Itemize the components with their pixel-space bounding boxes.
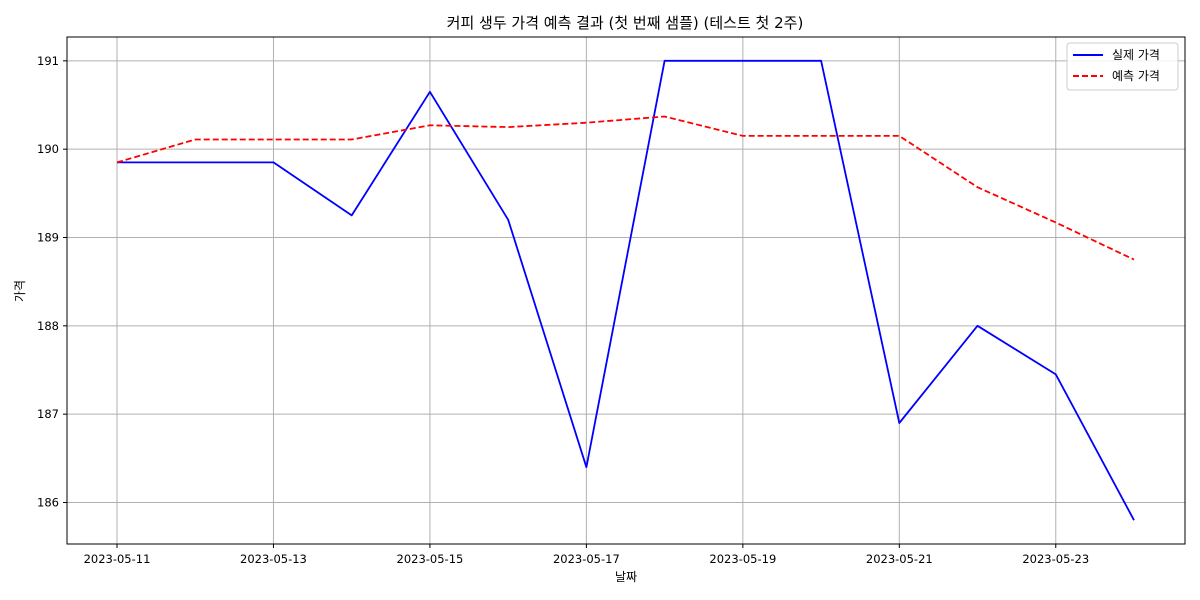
series-line-actual xyxy=(117,59,1135,521)
x-tick-label: 2023-05-23 xyxy=(1022,552,1089,566)
series-lines xyxy=(116,59,1135,521)
x-tick-label: 2023-05-13 xyxy=(240,552,307,566)
y-tick-label: 187 xyxy=(37,407,59,421)
x-tick-label: 2023-05-17 xyxy=(553,552,620,566)
legend-label-predicted: 예측 가격 xyxy=(1112,69,1160,83)
x-tick-label: 2023-05-19 xyxy=(709,552,776,566)
plot-area-frame xyxy=(66,36,1186,545)
series-line-predicted xyxy=(116,115,1135,261)
chart-title: 커피 생두 가격 예측 결과 (첫 번째 샘플) (테스트 첫 2주) xyxy=(447,14,804,32)
y-axis-label: 가격 xyxy=(13,280,27,302)
legend-label-actual: 실제 가격 xyxy=(1112,48,1160,62)
y-tick-label: 191 xyxy=(37,54,59,68)
y-tick-label: 186 xyxy=(37,495,59,509)
x-tick-label: 2023-05-11 xyxy=(84,552,151,566)
grid xyxy=(67,37,1185,544)
x-tick-label: 2023-05-21 xyxy=(866,552,933,566)
x-axis-ticks: 2023-05-11 2023-05-13 2023-05-15 2023-05-17… xyxy=(84,544,1089,566)
legend: 실제 가격 예측 가격 xyxy=(1066,42,1179,91)
y-tick-label: 190 xyxy=(37,142,59,156)
x-axis-label: 날짜 xyxy=(615,570,637,584)
y-tick-label: 188 xyxy=(37,319,59,333)
y-tick-label: 189 xyxy=(37,231,59,245)
x-tick-label: 2023-05-15 xyxy=(397,552,464,566)
y-axis-ticks: 186 187 188 189 190 191 xyxy=(37,54,67,509)
